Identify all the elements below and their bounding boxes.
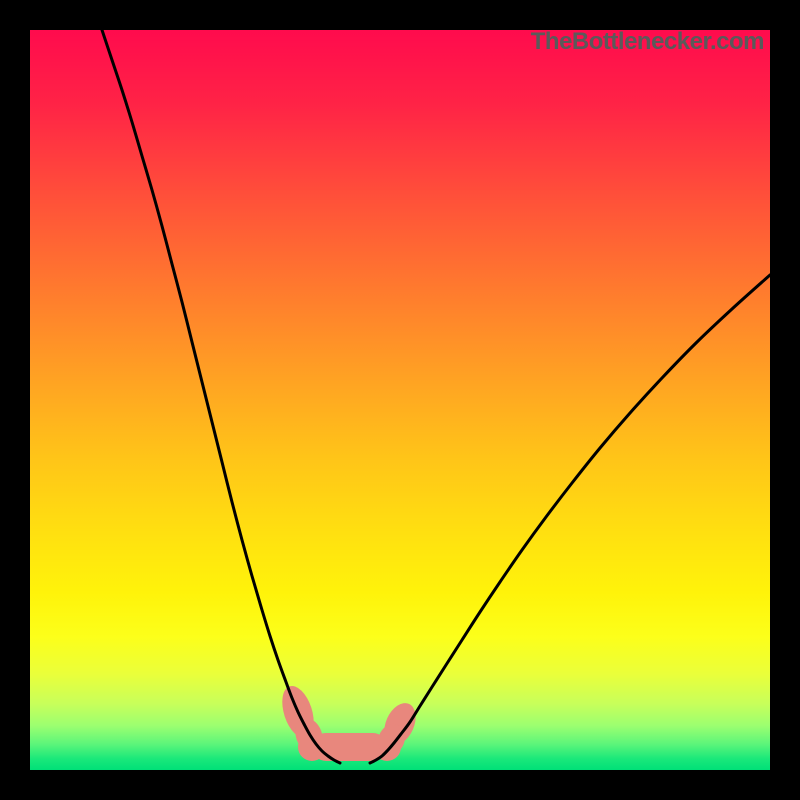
frame-border-top xyxy=(0,0,800,30)
chart-svg xyxy=(30,30,770,770)
watermark-text: TheBottlenecker.com xyxy=(531,28,764,56)
frame-border-bottom xyxy=(0,770,800,800)
salmon-blob xyxy=(276,682,421,761)
frame-border-left xyxy=(0,0,30,800)
frame-border-right xyxy=(770,0,800,800)
left-curve xyxy=(102,30,340,763)
right-curve xyxy=(370,275,770,763)
chart-frame: TheBottlenecker.com xyxy=(0,0,800,800)
plot-area: TheBottlenecker.com xyxy=(30,30,770,770)
